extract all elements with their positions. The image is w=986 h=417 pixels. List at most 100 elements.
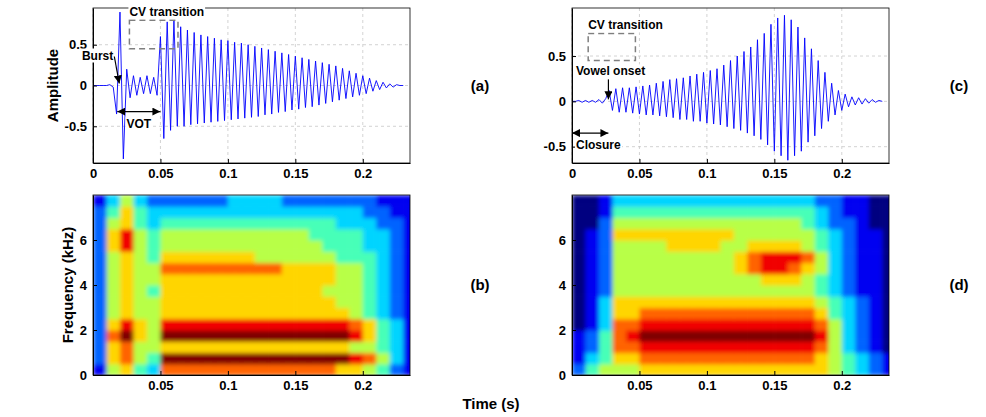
tick: 0.05 [627,371,652,393]
heatmap-cell [255,353,269,365]
heatmap-cell [585,353,599,365]
heatmap-cell [336,353,350,365]
heatmap-cell [855,319,869,331]
heatmap-cell [403,274,410,286]
heatmap-cell [120,308,134,320]
heatmap-cell [390,240,404,252]
heatmap-cell [241,319,255,331]
heatmap-cell [882,206,889,218]
figure-svg: 00.050.10.150.2-0.500.5Amplitude(a)Burst… [0,0,986,417]
heatmap-cell [120,274,134,286]
heatmap-cell [147,308,161,320]
heatmap-cell [680,263,694,275]
heatmap-cell [599,274,613,286]
heatmap-cell [842,240,856,252]
heatmap-cell [653,195,667,207]
heatmap-cell [747,353,761,365]
heatmap-cell [390,251,404,263]
heatmap-cell [572,296,586,308]
heatmap-cell [255,364,269,375]
heatmap-cell [174,319,188,331]
annotation-arrow [114,57,119,84]
heatmap-cell [761,251,775,263]
heatmap-cell [734,364,748,375]
heatmap-cell [788,229,802,241]
heatmap-cell [255,206,269,218]
label-patch [128,5,205,19]
heatmap-cell [612,364,626,375]
heatmap-cell [93,330,107,342]
heatmap-cell [653,206,667,218]
heatmap-cell [201,341,215,353]
heatmap-cell [268,206,282,218]
heatmap-cell [201,296,215,308]
heatmap-cell [322,319,336,331]
heatmap-cell [255,229,269,241]
heatmap-cell [720,263,734,275]
heatmap-cell [747,308,761,320]
heatmap-cell [228,285,242,297]
annotation-span [117,111,160,112]
heatmap-cell [693,218,707,230]
heatmap-cell [309,263,323,275]
heatmap-cell [363,353,377,365]
heatmap-cell [639,251,653,263]
heatmap-cell [626,195,640,207]
heatmap-cell [282,274,296,286]
heatmap-cell [376,364,390,375]
tick-label: 0.2 [354,378,372,393]
heatmap-cell [680,319,694,331]
heatmap-cell [869,206,883,218]
heatmap-cell [241,330,255,342]
heatmap-cell [403,364,410,375]
heatmap-cell [133,285,147,297]
heatmap-cell [228,330,242,342]
plot-frame [572,195,889,375]
heatmap-cell [680,341,694,353]
tick-mark [228,371,229,375]
heatmap-cell [653,240,667,252]
heatmap-cell [309,330,323,342]
heatmap-cell [160,364,174,375]
tick-mark [363,371,364,375]
heatmap-cell [322,341,336,353]
heatmap-cell [639,195,653,207]
heatmap-cell [120,251,134,263]
heatmap-cell [390,341,404,353]
heatmap-cell [174,364,188,375]
heatmap-cell [626,308,640,320]
heatmap-cell [612,274,626,286]
heatmap-cell [720,319,734,331]
heatmap-cell [349,218,363,230]
heatmap-cells [572,195,889,375]
heatmap-cell [572,229,586,241]
heatmap-cell [585,308,599,320]
heatmap-cell [336,308,350,320]
heatmap-cell [295,195,309,207]
heatmap-cell [788,251,802,263]
label-patch [126,117,153,131]
heatmap-cell [93,319,107,331]
heatmap-cell [747,263,761,275]
heatmap-cell [680,229,694,241]
heatmap-cell [322,308,336,320]
tick-mark [93,45,97,46]
heatmap-cell [639,341,653,353]
heatmap-cell [295,364,309,375]
heatmap-cell [869,218,883,230]
heatmap-cell [390,229,404,241]
tick: 4 [80,278,97,293]
tick: 0.2 [833,159,851,181]
heatmap-cell [585,263,599,275]
heatmap-cell [295,330,309,342]
heatmap-cell [241,240,255,252]
heatmap-cell [147,195,161,207]
heatmap-cell [747,251,761,263]
tick-mark [228,159,229,163]
heatmap-cell [747,195,761,207]
heatmap-cell [599,218,613,230]
heatmap-cell [390,353,404,365]
grid-line [706,8,707,163]
heatmap-cell [774,319,788,331]
tick: 2 [80,323,97,338]
